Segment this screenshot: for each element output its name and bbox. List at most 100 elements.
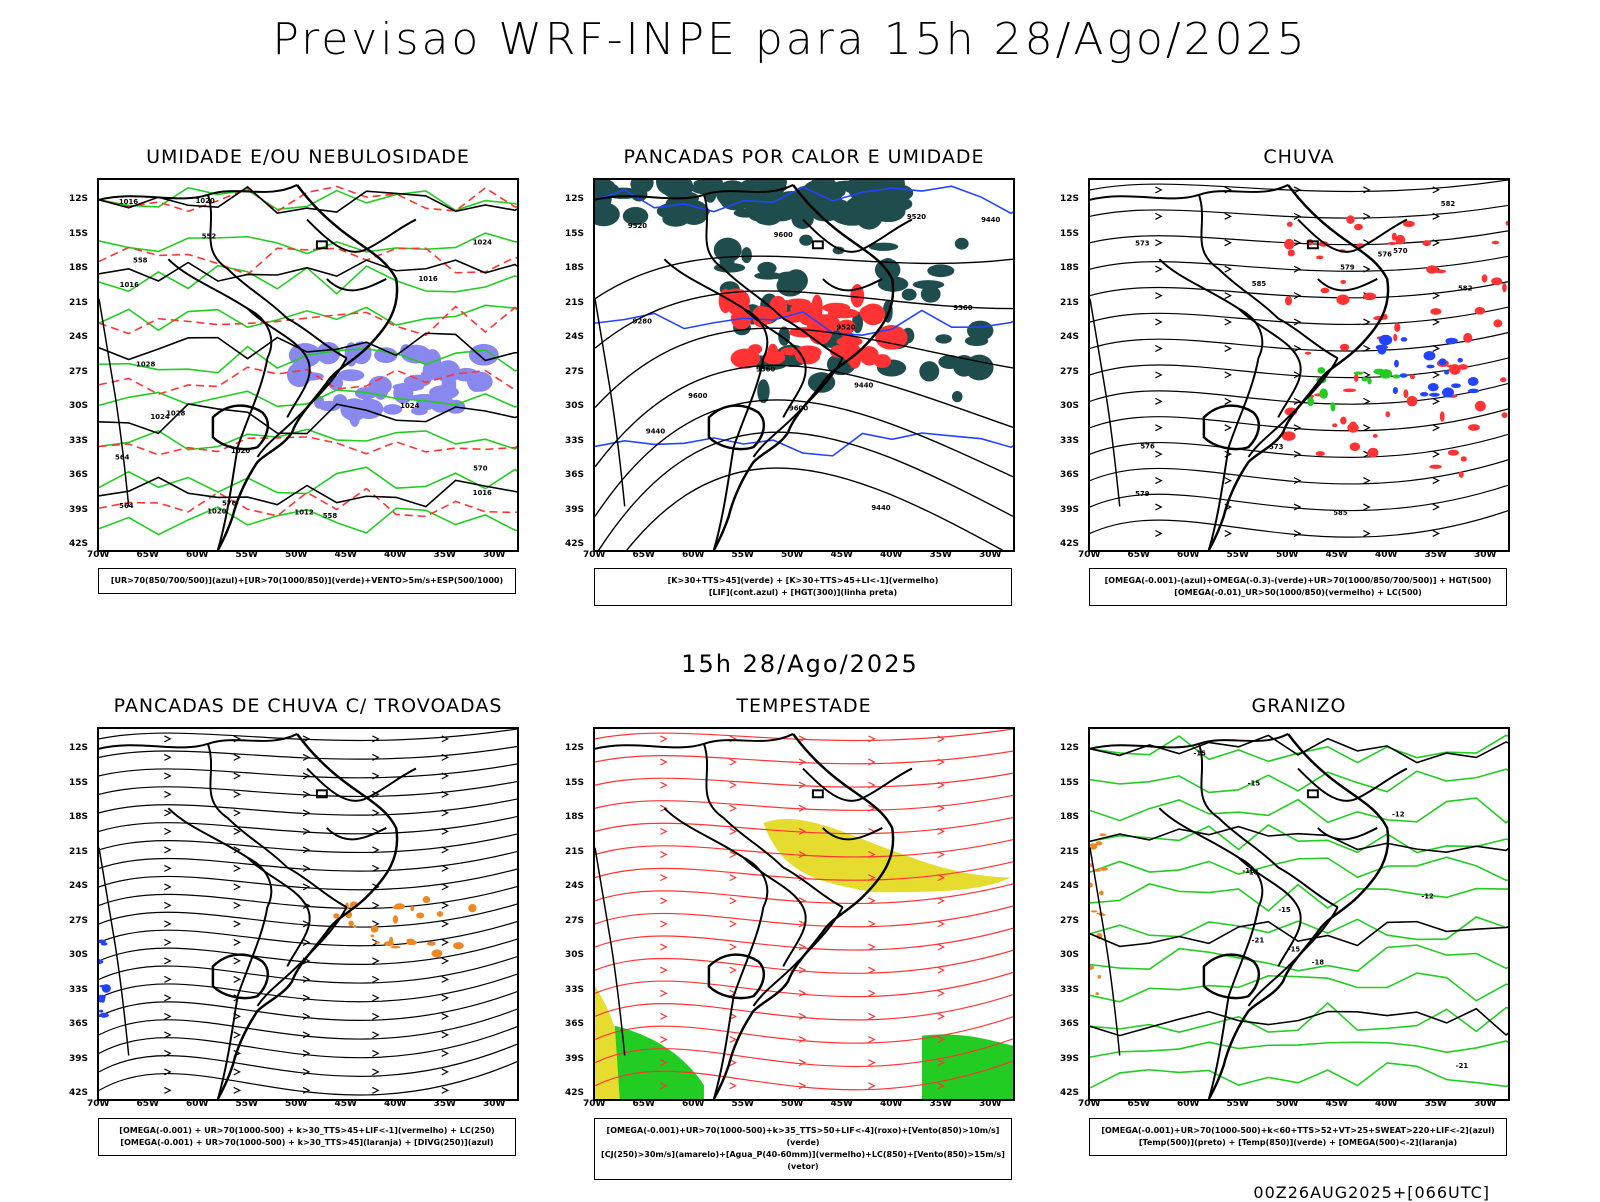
- contours: [1090, 734, 1508, 1037]
- lat-tick-label: 18S: [1060, 263, 1080, 273]
- streamlines: [99, 729, 517, 1096]
- lat-tick-label: 33S: [69, 435, 89, 446]
- lon-tick-label: 60W: [1177, 550, 1200, 560]
- legend-line: [OMEGA(-0.001)-(azul)+OMEGA(-0.3)-(verde…: [1104, 576, 1492, 585]
- lat-tick-label: 24S: [1060, 881, 1080, 891]
- lat-tick-label: 39S: [1060, 1053, 1080, 1064]
- contour-label: -15: [1278, 906, 1291, 914]
- contour-label: 576: [1378, 250, 1393, 258]
- lat-tick-label: 33S: [565, 984, 585, 995]
- contours: [595, 185, 1013, 457]
- lat-tick-label: 15S: [565, 228, 585, 239]
- lat-tick-label: 42S: [1060, 1088, 1080, 1098]
- lat-tick-label: 39S: [565, 1053, 585, 1064]
- lat-tick-label: 18S: [565, 263, 585, 273]
- lat-tick-label: 27S: [1060, 915, 1080, 926]
- streamlines: [1090, 180, 1508, 538]
- lon-tick-label: 35W: [1424, 550, 1447, 560]
- panel-title-pancadas-calor: PANCADAS POR CALOR E UMIDADE: [623, 146, 985, 168]
- wind-area-green-2: [921, 1034, 1013, 1099]
- legend-line: [Temp(500)](preto) + [Temp(850)](verde) …: [1138, 1138, 1458, 1147]
- lat-tick-label: 21S: [69, 846, 89, 857]
- legend-line: [OMEGA(-0.001)+UR>70(1000-500)+k<60+TTS>…: [1101, 1126, 1495, 1135]
- lat-tick-label: 24S: [69, 332, 89, 342]
- lat-tick-label: 21S: [565, 297, 585, 308]
- contour-label: 9600: [688, 392, 707, 400]
- contour-label: -18: [1246, 868, 1259, 876]
- lon-tick-label: 60W: [186, 550, 209, 560]
- legend-line: [OMEGA(-0.01)_UR>50(1000/850)(vermelho) …: [1174, 588, 1422, 597]
- lat-tick-label: 27S: [69, 915, 89, 926]
- lon-tick-label: 70W: [1078, 1099, 1101, 1109]
- sub-title: 15h 28/Ago/2025: [681, 650, 919, 678]
- legend-line: [UR>70(850/700/500)](azul)+[UR>70(1000/8…: [110, 576, 504, 585]
- coastline: [712, 184, 895, 550]
- lon-tick-label: 35W: [929, 1099, 952, 1109]
- legend-line: [OMEGA(-0.001)+UR>70(1000-500)+k>35_TTS>…: [606, 1126, 1000, 1147]
- contour-label: 564: [119, 502, 134, 510]
- lon-tick-label: 65W: [1127, 550, 1150, 560]
- contours: [99, 186, 517, 536]
- contour-label: 576: [1140, 443, 1155, 451]
- panel-title-trovoadas: PANCADAS DE CHUVA C/ TROVOADAS: [113, 695, 503, 717]
- map-pancadas-calor: 9600 9600 9600 9520 9520 9520 9440 9440 9440 9440…: [593, 178, 1015, 552]
- contour-label: 1016: [419, 275, 438, 283]
- rain-area-blue: [1375, 334, 1480, 398]
- lon-tick-label: 55W: [1226, 1099, 1249, 1109]
- panel-title-tempestade: TEMPESTADE: [736, 695, 872, 717]
- contour-label: 564: [115, 453, 130, 461]
- uruguay-border: [707, 953, 766, 1000]
- legend-pancadas-calor: [K>30+TTS>45](verde) + [K>30+TTS>45+LI<-…: [594, 568, 1012, 606]
- lon-tick-label: 50W: [285, 550, 308, 560]
- lat-tick-label: 12S: [1060, 743, 1080, 753]
- wind-area-green: [614, 1025, 704, 1099]
- lat-tick-label: 30S: [565, 401, 585, 411]
- lon-tick-label: 45W: [334, 550, 357, 560]
- uruguay-border: [211, 953, 270, 1000]
- lat-tick-label: 39S: [1060, 504, 1080, 515]
- contour-label: -15: [1193, 750, 1206, 758]
- lat-tick-label: 36S: [565, 1019, 585, 1029]
- lat-tick-label: 36S: [565, 470, 585, 480]
- lon-tick-label: 70W: [87, 1099, 110, 1109]
- lon-tick-label: 30W: [1474, 1099, 1497, 1109]
- map-borders: [595, 733, 913, 1099]
- lat-tick-label: 15S: [565, 777, 585, 788]
- contour-label: 1024: [473, 239, 492, 247]
- lon-tick-label: 30W: [979, 1099, 1002, 1109]
- contour-label: -15: [1248, 780, 1261, 788]
- lat-tick-label: 30S: [1060, 401, 1080, 411]
- uruguay-border: [1202, 953, 1261, 1000]
- lon-tick-label: 55W: [235, 550, 258, 560]
- lon-tick-label: 60W: [1177, 1099, 1200, 1109]
- lat-tick-label: 12S: [565, 743, 585, 753]
- map-chuva: 585 585 582 582 579 579 576 576 573 573 570: [1088, 178, 1510, 552]
- lat-tick-label: 42S: [69, 1088, 89, 1098]
- coastline: [1207, 184, 1390, 550]
- contour-label: 1028: [166, 410, 185, 418]
- lat-tick-label: 36S: [1060, 470, 1080, 480]
- contour-label: 573: [1135, 239, 1150, 247]
- run-timestamp: 00Z26AUG2025+[066UTC]: [1253, 1183, 1490, 1202]
- contour-label: -21: [1456, 1062, 1469, 1070]
- lat-tick-label: 30S: [1060, 950, 1080, 960]
- contour-label: 558: [133, 257, 148, 265]
- lon-tick-label: 70W: [583, 1099, 606, 1109]
- lat-tick-label: 15S: [69, 777, 89, 788]
- legend-line: [K>30+TTS>45](verde) + [K>30+TTS>45+LI<-…: [667, 576, 939, 585]
- contour-label: 582: [1441, 200, 1456, 208]
- panel-title-chuva: CHUVA: [1263, 146, 1335, 168]
- legend-line: [LIF](cont.azul) + [HGT(300)](linha pret…: [708, 588, 898, 597]
- lat-tick-label: 27S: [565, 915, 585, 926]
- lat-tick-label: 30S: [69, 950, 89, 960]
- contour-label: 1012: [294, 509, 313, 517]
- lon-tick-label: 40W: [1375, 1099, 1398, 1109]
- lat-tick-label: 33S: [1060, 435, 1080, 446]
- lat-tick-label: 24S: [565, 332, 585, 342]
- contour-label: 570: [1393, 247, 1408, 255]
- lat-tick-label: 15S: [69, 228, 89, 239]
- lat-tick-label: 21S: [1060, 297, 1080, 308]
- lat-tick-label: 42S: [565, 1088, 585, 1098]
- divergence-area-blue: [99, 939, 111, 1018]
- uruguay-border: [211, 404, 270, 451]
